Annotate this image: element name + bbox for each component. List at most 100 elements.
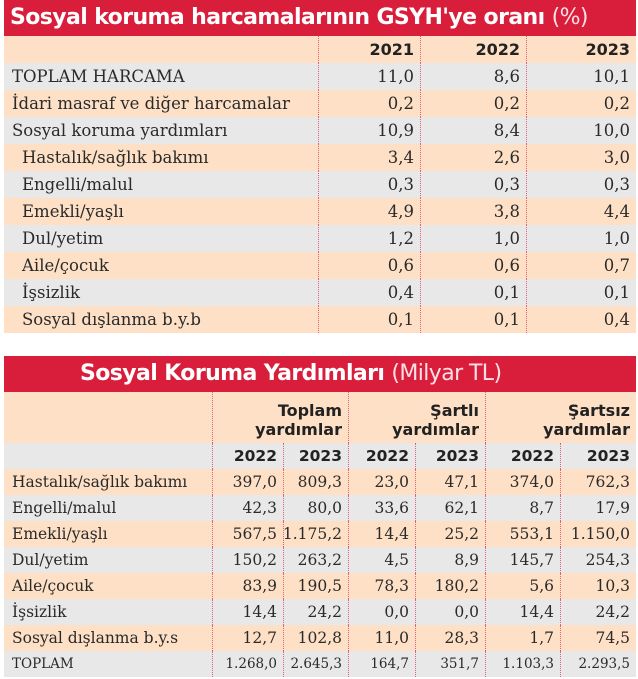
value-cell: 83,9 xyxy=(212,573,283,599)
value-cell: 1.268,0 xyxy=(212,651,283,677)
table-row: Hastalık/sağlık bakımı 3,4 2,6 3,0 xyxy=(4,144,636,171)
row-label: Emekli/yaşlı xyxy=(22,202,124,221)
group-line: Şartsız xyxy=(567,401,630,420)
year-header: 2023 xyxy=(415,443,485,469)
value-cell: 62,1 xyxy=(415,495,485,521)
row-label: İşsizlik xyxy=(22,283,80,302)
title-text: Sosyal koruma harcamalarının GSYH'ye ora… xyxy=(10,5,545,30)
value-cell: 8,7 xyxy=(485,495,560,521)
table-row: Dul/yetim 1,2 1,0 1,0 xyxy=(4,225,636,252)
value-cell: 374,0 xyxy=(485,469,560,495)
value-cell: 11,0 xyxy=(348,625,415,651)
value-cell: 8,9 xyxy=(415,547,485,573)
value-cell: 1,2 xyxy=(318,225,420,252)
value-cell: 5,6 xyxy=(485,573,560,599)
value-cell: 1,0 xyxy=(526,225,636,252)
value-cell: 0,0 xyxy=(348,599,415,625)
value-cell: 28,3 xyxy=(415,625,485,651)
group-header-unconditional: Şartsız yardımlar xyxy=(485,392,636,443)
table-title: Sosyal Koruma Yardımları (Milyar TL) xyxy=(4,356,636,392)
row-label: İşsizlik xyxy=(12,603,67,621)
year-header: 2022 xyxy=(420,36,526,63)
unit-text: (%) xyxy=(551,5,589,30)
value-cell: 150,2 xyxy=(212,547,283,573)
value-cell: 80,0 xyxy=(283,495,348,521)
value-cell: 0,2 xyxy=(526,90,636,117)
table-row: Sosyal dışlanma b.y.s 12,7 102,8 11,0 28,3 1,… xyxy=(4,625,636,651)
table-row: Emekli/yaşlı 567,5 1.175,2 14,4 25,2 553,1 1.1… xyxy=(4,521,636,547)
year-header: 2023 xyxy=(560,443,636,469)
value-cell: 2.645,3 xyxy=(283,651,348,677)
group-line: yardımlar xyxy=(392,420,479,439)
value-cell: 1,7 xyxy=(485,625,560,651)
value-cell: 0,4 xyxy=(318,279,420,306)
row-label: Emekli/yaşlı xyxy=(12,525,108,543)
year-header: 2023 xyxy=(526,36,636,63)
value-cell: 0,1 xyxy=(526,279,636,306)
row-label: TOPLAM xyxy=(12,656,74,672)
value-cell: 0,1 xyxy=(318,306,420,333)
value-cell: 0,2 xyxy=(420,90,526,117)
value-cell: 12,7 xyxy=(212,625,283,651)
value-cell: 4,5 xyxy=(348,547,415,573)
value-cell: 180,2 xyxy=(415,573,485,599)
table-row: Aile/çocuk 0,6 0,6 0,7 xyxy=(4,252,636,279)
value-cell: 0,4 xyxy=(526,306,636,333)
table-row: Sosyal koruma yardımları 10,9 8,4 10,0 xyxy=(4,117,636,144)
value-cell: 10,3 xyxy=(560,573,636,599)
value-cell: 14,4 xyxy=(485,599,560,625)
value-cell: 1,0 xyxy=(420,225,526,252)
empty-header xyxy=(4,443,212,469)
value-cell: 254,3 xyxy=(560,547,636,573)
value-cell: 3,8 xyxy=(420,198,526,225)
value-cell: 0,3 xyxy=(420,171,526,198)
value-cell: 1.150,0 xyxy=(560,521,636,547)
year-header: 2021 xyxy=(318,36,420,63)
value-cell: 14,4 xyxy=(348,521,415,547)
row-label: Hastalık/sağlık bakımı xyxy=(22,148,209,167)
group-header-total: Toplam yardımlar xyxy=(212,392,348,443)
value-cell: 8,6 xyxy=(420,63,526,90)
value-cell: 4,4 xyxy=(526,198,636,225)
value-cell: 2,6 xyxy=(420,144,526,171)
row-label: Engelli/malul xyxy=(22,175,134,194)
value-cell: 1.175,2 xyxy=(283,521,348,547)
row-label: Dul/yetim xyxy=(12,551,89,569)
row-label: TOPLAM HARCAMA xyxy=(12,67,185,86)
gdp-ratio-table: Sosyal koruma harcamalarının GSYH'ye ora… xyxy=(4,0,636,333)
table-row: Sosyal dışlanma b.y.b 0,1 0,1 0,4 xyxy=(4,306,636,333)
empty-header xyxy=(4,392,212,443)
table-row: İşsizlik 0,4 0,1 0,1 xyxy=(4,279,636,306)
row-label: Aile/çocuk xyxy=(22,256,109,275)
value-cell: 74,5 xyxy=(560,625,636,651)
group-header-conditional: Şartlı yardımlar xyxy=(348,392,485,443)
year-header: 2023 xyxy=(283,443,348,469)
value-cell: 17,9 xyxy=(560,495,636,521)
row-label: Engelli/malul xyxy=(12,499,117,517)
row-label: Sosyal koruma yardımları xyxy=(12,121,228,140)
year-header: 2022 xyxy=(485,443,560,469)
title-text: Sosyal Koruma Yardımları xyxy=(80,361,385,386)
value-cell: 351,7 xyxy=(415,651,485,677)
table-title: Sosyal koruma harcamalarının GSYH'ye ora… xyxy=(4,0,636,36)
year-header-row: 2021 2022 2023 xyxy=(4,36,636,63)
value-cell: 0,3 xyxy=(318,171,420,198)
value-cell: 553,1 xyxy=(485,521,560,547)
value-cell: 397,0 xyxy=(212,469,283,495)
value-cell: 0,1 xyxy=(420,306,526,333)
value-cell: 2.293,5 xyxy=(560,651,636,677)
value-cell: 102,8 xyxy=(283,625,348,651)
unit-text: (Milyar TL) xyxy=(391,361,502,386)
value-cell: 78,3 xyxy=(348,573,415,599)
table-row: Engelli/malul 42,3 80,0 33,6 62,1 8,7 17,9 xyxy=(4,495,636,521)
value-cell: 24,2 xyxy=(283,599,348,625)
group-line: yardımlar xyxy=(543,420,630,439)
value-cell: 145,7 xyxy=(485,547,560,573)
value-cell: 42,3 xyxy=(212,495,283,521)
group-line: Şartlı xyxy=(430,401,479,420)
value-cell: 11,0 xyxy=(318,63,420,90)
table-row: İdari masraf ve diğer harcamalar 0,2 0,2 0,… xyxy=(4,90,636,117)
value-cell: 263,2 xyxy=(283,547,348,573)
value-cell: 10,1 xyxy=(526,63,636,90)
year-header: 2022 xyxy=(348,443,415,469)
